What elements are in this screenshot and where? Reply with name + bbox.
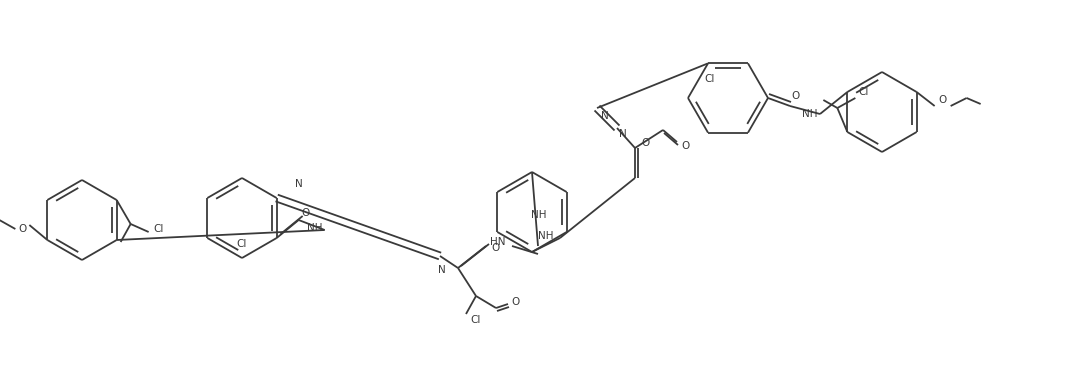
- Text: NH: NH: [803, 109, 818, 119]
- Text: O: O: [939, 95, 946, 105]
- Text: O: O: [492, 243, 501, 253]
- Text: Cl: Cl: [705, 74, 715, 84]
- Text: O: O: [18, 224, 27, 234]
- Text: N: N: [619, 129, 627, 139]
- Text: NH: NH: [306, 223, 323, 233]
- Text: Cl: Cl: [470, 315, 481, 325]
- Text: O: O: [681, 141, 689, 151]
- Text: O: O: [641, 138, 650, 148]
- Text: NH: NH: [538, 231, 554, 241]
- Text: N: N: [438, 265, 446, 275]
- Text: NH: NH: [531, 210, 547, 220]
- Text: O: O: [510, 297, 519, 307]
- Text: N: N: [295, 179, 302, 189]
- Text: O: O: [792, 91, 801, 101]
- Text: N: N: [601, 111, 609, 121]
- Text: O: O: [301, 208, 310, 218]
- Text: Cl: Cl: [153, 224, 164, 234]
- Text: Cl: Cl: [858, 87, 869, 97]
- Text: HN: HN: [490, 237, 506, 247]
- Text: Cl: Cl: [236, 239, 247, 249]
